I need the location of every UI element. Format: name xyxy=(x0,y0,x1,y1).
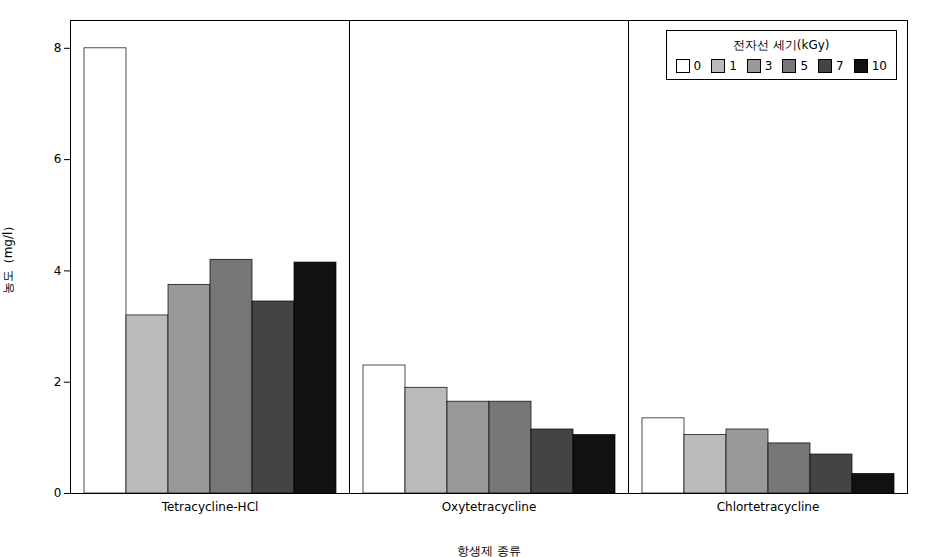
html-text:5: 5 xyxy=(800,59,809,73)
html-text:7: 7 xyxy=(836,59,844,73)
svg-text:6: 6 xyxy=(54,152,62,166)
html-text:전자선 세기(kGy): 전자선 세기(kGy) xyxy=(733,38,830,52)
svg-text:8: 8 xyxy=(54,41,62,55)
html-text:0: 0 xyxy=(693,59,702,73)
svg-text:Tetracycline-HCl: Tetracycline-HCl xyxy=(161,500,259,514)
svg-text:0: 0 xyxy=(54,486,62,500)
svg-text:2: 2 xyxy=(54,375,62,389)
svg-text:Oxytetracycline: Oxytetracycline xyxy=(442,500,537,514)
svg-text:4: 4 xyxy=(54,264,62,278)
svg-text:Chlortetracycline: Chlortetracycline xyxy=(717,500,820,514)
html-text:10: 10 xyxy=(871,59,887,73)
svg-text:농도（mg/l）: 농도（mg/l） xyxy=(1,220,15,295)
svg-text:항생제 종류: 항생제 종류 xyxy=(457,544,521,557)
html-text:1: 1 xyxy=(729,59,737,73)
html-text:3: 3 xyxy=(764,59,773,73)
